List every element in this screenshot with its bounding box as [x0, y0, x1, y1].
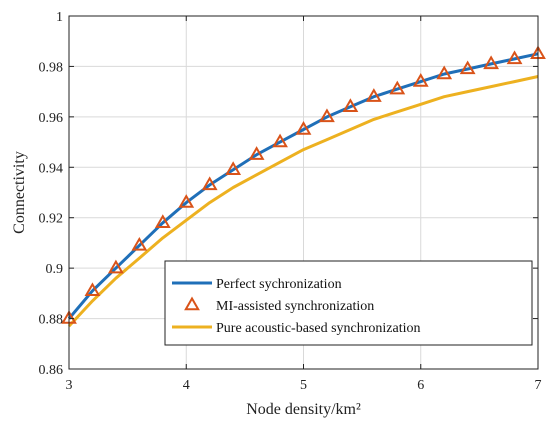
data-point-marker [107, 259, 124, 274]
data-point-marker [412, 73, 429, 87]
series-layer [61, 45, 546, 328]
data-point-marker [272, 133, 288, 148]
data-point-marker [131, 236, 148, 251]
x-tick-label: 7 [535, 378, 542, 393]
y-tick-label: 0.96 [39, 111, 64, 126]
legend-label-2: Pure acoustic-based synchronization [216, 321, 421, 336]
x-axis-title: Node density/km² [246, 401, 361, 418]
y-axis-title: Connectivity [11, 151, 28, 234]
data-point-marker [365, 88, 382, 102]
data-point-marker [436, 65, 453, 80]
data-point-marker [342, 98, 359, 112]
legend: Perfect sychronization MI-assisted synchr… [164, 260, 533, 346]
data-point-marker [459, 60, 476, 75]
legend-swatch-1 [184, 296, 200, 311]
x-tick-label: 6 [417, 378, 424, 393]
data-point-marker [248, 146, 265, 160]
data-point-marker [483, 55, 500, 70]
y-tick-label: 0.88 [39, 313, 64, 328]
data-point-marker [389, 80, 406, 95]
legend-box [164, 260, 533, 346]
axis-ticks: 3 4 5 6 7 0.86 0.88 0.9 0.92 0.94 0.96 0.98 1 [39, 10, 542, 393]
data-point-marker [178, 194, 195, 208]
legend-label-1: MI-assisted synchronization [216, 299, 374, 314]
x-tick-label: 4 [183, 378, 190, 393]
y-tick-label: 0.94 [39, 161, 64, 176]
data-point-marker [319, 108, 335, 123]
y-tick-label: 1 [56, 10, 63, 25]
series-line-0 [67, 52, 539, 320]
data-point-marker [201, 176, 218, 191]
series-line-2 [67, 75, 539, 328]
data-point-marker [154, 214, 171, 228]
y-tick-label: 0.92 [39, 212, 64, 227]
grid-lines [68, 15, 539, 370]
x-tick-label: 3 [66, 378, 73, 393]
data-point-marker [295, 120, 312, 135]
y-tick-label: 0.86 [39, 363, 64, 378]
data-point-marker [84, 282, 101, 297]
legend-label-0: Perfect sychronization [216, 277, 342, 292]
data-point-marker [225, 161, 242, 176]
y-tick-label: 0.9 [46, 262, 64, 277]
y-tick-label: 0.98 [39, 60, 64, 75]
x-tick-label: 5 [300, 378, 307, 393]
data-point-marker [506, 50, 523, 65]
